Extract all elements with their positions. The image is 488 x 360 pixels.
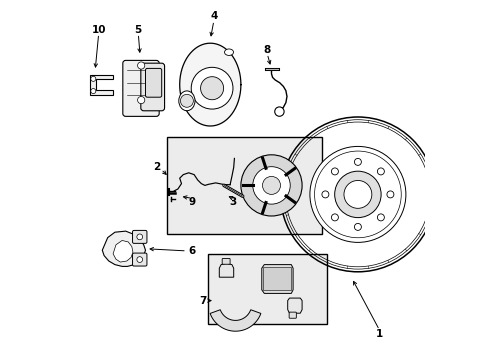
- Circle shape: [331, 168, 338, 175]
- Circle shape: [137, 96, 144, 104]
- Circle shape: [180, 94, 193, 107]
- FancyBboxPatch shape: [222, 258, 230, 264]
- FancyBboxPatch shape: [132, 253, 146, 266]
- Circle shape: [91, 89, 96, 94]
- Text: 7: 7: [199, 296, 206, 306]
- FancyBboxPatch shape: [141, 63, 164, 111]
- Circle shape: [354, 224, 361, 230]
- Text: 10: 10: [91, 24, 106, 35]
- Circle shape: [91, 76, 96, 81]
- Text: 8: 8: [263, 45, 270, 55]
- FancyBboxPatch shape: [145, 68, 162, 97]
- Circle shape: [377, 214, 384, 221]
- Polygon shape: [179, 43, 241, 126]
- Text: 1: 1: [375, 329, 382, 339]
- Circle shape: [331, 214, 338, 221]
- Circle shape: [137, 62, 144, 69]
- Circle shape: [252, 167, 289, 204]
- Circle shape: [377, 168, 384, 175]
- Polygon shape: [219, 264, 233, 277]
- Text: 5: 5: [134, 24, 142, 35]
- Polygon shape: [261, 265, 292, 293]
- Circle shape: [191, 67, 232, 109]
- FancyBboxPatch shape: [288, 312, 296, 318]
- Bar: [263, 267, 291, 290]
- Text: 9: 9: [188, 197, 196, 207]
- Polygon shape: [89, 75, 113, 95]
- Bar: [208, 254, 326, 324]
- Polygon shape: [113, 240, 133, 262]
- Circle shape: [262, 176, 280, 194]
- FancyBboxPatch shape: [122, 60, 159, 116]
- Circle shape: [309, 147, 405, 242]
- Circle shape: [343, 180, 371, 208]
- Polygon shape: [287, 298, 302, 313]
- Circle shape: [354, 158, 361, 165]
- Circle shape: [274, 107, 284, 116]
- Polygon shape: [102, 231, 145, 266]
- Bar: [167, 137, 321, 234]
- Text: 4: 4: [210, 11, 217, 21]
- Text: 2: 2: [153, 162, 161, 172]
- Ellipse shape: [224, 49, 233, 55]
- Circle shape: [241, 155, 302, 216]
- Circle shape: [334, 171, 380, 217]
- Circle shape: [137, 234, 142, 240]
- Circle shape: [200, 77, 223, 100]
- FancyBboxPatch shape: [132, 230, 146, 243]
- Circle shape: [321, 191, 328, 198]
- Circle shape: [137, 257, 142, 262]
- Text: 3: 3: [229, 197, 236, 207]
- Ellipse shape: [179, 91, 195, 111]
- Polygon shape: [210, 310, 260, 331]
- Text: 6: 6: [187, 246, 195, 256]
- Circle shape: [386, 191, 393, 198]
